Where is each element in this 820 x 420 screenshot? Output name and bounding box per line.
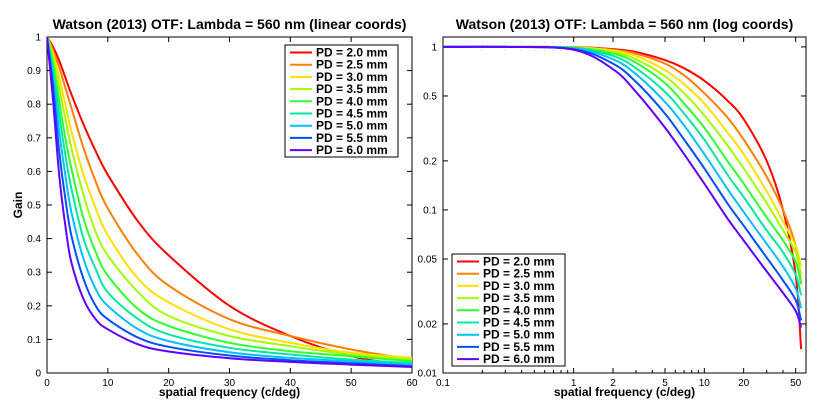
x-axis-label: spatial frequency (c/deg) bbox=[159, 385, 300, 399]
legend-entry: PD = 6.0 mm bbox=[483, 352, 555, 366]
series-lines bbox=[47, 37, 412, 368]
x-tick-label: 2 bbox=[610, 378, 616, 389]
series-line bbox=[47, 37, 412, 361]
legend-entry: PD = 4.5 mm bbox=[483, 316, 555, 330]
legend-entry: PD = 5.5 mm bbox=[316, 131, 388, 145]
plot-area-frame bbox=[442, 36, 807, 374]
legend-entry: PD = 3.0 mm bbox=[483, 279, 555, 293]
series-line bbox=[47, 37, 412, 368]
legend-entry: PD = 5.0 mm bbox=[483, 328, 555, 342]
x-tick-label: 50 bbox=[346, 378, 358, 389]
legend-entry: PD = 5.5 mm bbox=[483, 340, 555, 354]
series-line bbox=[443, 45, 803, 267]
y-tick-label: 0.5 bbox=[27, 201, 41, 212]
x-tick-label: 5 bbox=[662, 378, 668, 389]
y-tick-label: 0.3 bbox=[27, 268, 41, 279]
legend-entry: PD = 6.0 mm bbox=[316, 143, 388, 157]
y-tick-label: 0.9 bbox=[27, 66, 41, 77]
y-tick-label: 0.8 bbox=[27, 100, 41, 111]
chart-panel-2: 0.1 1 2 5 10 20 50 0.01 0.02 0.05 0.1 0.2 0.5 1 Watson… bbox=[418, 16, 807, 399]
legend-entry: PD = 3.5 mm bbox=[483, 291, 555, 305]
y-tick-label: 0.4 bbox=[27, 234, 41, 245]
chart-title: Watson (2013) OTF: Lambda = 560 nm (line… bbox=[53, 16, 407, 32]
y-tick-label: 0.6 bbox=[27, 167, 41, 178]
y-tick-label: 1 bbox=[35, 33, 41, 44]
series-line bbox=[47, 37, 412, 361]
x-tick-label: 40 bbox=[285, 378, 297, 389]
y-tick-label: 0.7 bbox=[27, 133, 41, 144]
series-lines bbox=[443, 45, 803, 350]
y-tick-label: 1 bbox=[431, 42, 437, 53]
x-axis-label: spatial frequency (c/deg) bbox=[554, 385, 695, 399]
series-line bbox=[47, 37, 412, 364]
x-tick-label: 1 bbox=[571, 378, 577, 389]
y-tick-label: 0.1 bbox=[423, 205, 437, 216]
series-line bbox=[443, 45, 803, 285]
x-tick-label: 50 bbox=[790, 378, 802, 389]
y-tick-label: 0.5 bbox=[423, 91, 437, 102]
x-tick-label: 60 bbox=[406, 378, 418, 389]
legend-entry: PD = 4.0 mm bbox=[316, 94, 388, 108]
y-tick-label: 0.01 bbox=[418, 369, 438, 380]
x-tick-label: 10 bbox=[102, 378, 114, 389]
y-tick-label: 0 bbox=[35, 369, 41, 380]
series-line bbox=[47, 37, 412, 359]
chart-panel-1: 0 10 20 30 40 50 60 0 0.1 0.2 0.3 0.4 0.5 0.6 0.7 0.8 0.… bbox=[11, 16, 418, 399]
series-line bbox=[443, 45, 803, 328]
x-tick-label: 0.1 bbox=[436, 378, 450, 389]
x-tick-label: 0 bbox=[44, 378, 50, 389]
x-tick-label: 30 bbox=[224, 378, 236, 389]
x-tick-label: 10 bbox=[699, 378, 711, 389]
x-tick-label: 20 bbox=[163, 378, 175, 389]
legend-entry: PD = 4.5 mm bbox=[316, 107, 388, 121]
series-line bbox=[47, 37, 412, 363]
legend-entry: PD = 5.0 mm bbox=[316, 119, 388, 133]
series-line bbox=[47, 37, 412, 366]
legend-entry: PD = 2.0 mm bbox=[316, 46, 388, 60]
legend-entry: PD = 3.5 mm bbox=[316, 82, 388, 96]
legend-entry: PD = 2.0 mm bbox=[483, 255, 555, 269]
y-tick-label: 0.2 bbox=[27, 301, 41, 312]
y-tick-label: 0.02 bbox=[418, 319, 438, 330]
y-tick-label: 0.2 bbox=[423, 156, 437, 167]
y-tick-label: 0.1 bbox=[27, 335, 41, 346]
y-axis-label: Gain bbox=[11, 192, 25, 219]
legend-entry: PD = 2.5 mm bbox=[316, 58, 388, 72]
chart-title: Watson (2013) OTF: Lambda = 560 nm (log … bbox=[456, 16, 793, 32]
series-line bbox=[443, 45, 803, 285]
legend-entry: PD = 4.0 mm bbox=[483, 303, 555, 317]
y-tick-label: 0.05 bbox=[418, 255, 438, 266]
legend-entry: PD = 3.0 mm bbox=[316, 70, 388, 84]
series-line bbox=[47, 37, 412, 368]
x-tick-label: 20 bbox=[738, 378, 750, 389]
legend-entry: PD = 2.5 mm bbox=[483, 267, 555, 281]
